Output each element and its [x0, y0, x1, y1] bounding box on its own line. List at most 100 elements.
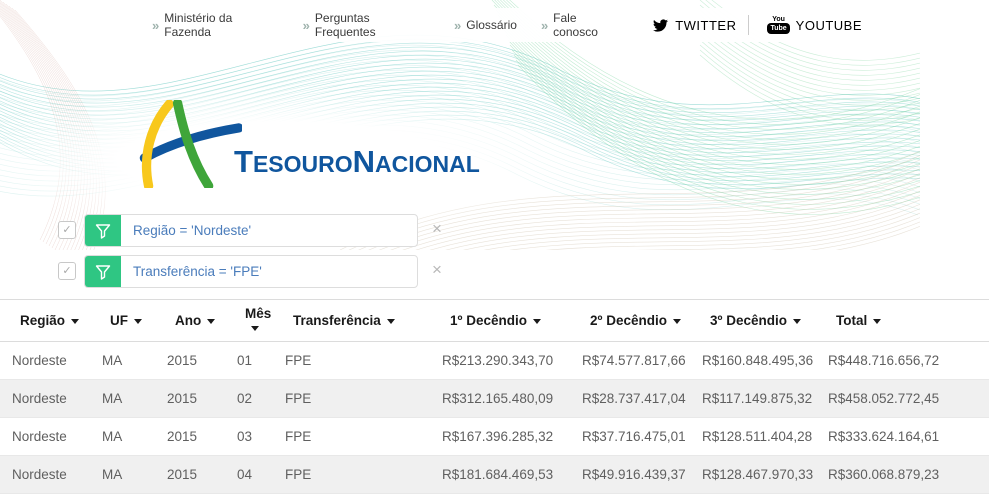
top-navigation-bar: » Ministério da Fazenda » Perguntas Freq…: [140, 8, 862, 42]
table-row: Nordeste MA 2015 02 FPE R$312.165.480,09…: [0, 379, 989, 418]
cell-1-decendio: R$213.290.343,70: [430, 341, 570, 380]
nav-link-ministerio-da-fazenda[interactable]: » Ministério da Fazenda: [152, 11, 279, 39]
cell-3-decendio: R$160.848.495,36: [690, 341, 816, 380]
cell-2-decendio: R$49.916.439,37: [570, 455, 690, 494]
sort-arrow-icon: [134, 318, 142, 324]
tesouro-nacional-logo-mark-icon: [139, 100, 242, 188]
logo-letter: T: [234, 144, 253, 179]
cell-regiao: Nordeste: [0, 417, 90, 456]
table-row: Nordeste MA 2015 04 FPE R$181.684.469,53…: [0, 455, 989, 494]
filter-chip: Região = 'Nordeste': [84, 214, 418, 247]
cell-2-decendio: R$28.737.417,04: [570, 379, 690, 418]
cell-ano: 2015: [155, 455, 225, 494]
nav-link-perguntas-frequentes[interactable]: » Perguntas Frequentes: [303, 11, 430, 39]
chevron-right-icon: »: [152, 17, 160, 33]
cell-regiao: Nordeste: [0, 341, 90, 380]
cell-mes: 03: [225, 417, 273, 456]
twitter-bird-icon: [653, 18, 669, 32]
cell-transferencia: FPE: [273, 455, 430, 494]
column-label: UF: [110, 313, 128, 328]
column-label: Mês: [245, 305, 272, 321]
cell-ano: 2015: [155, 417, 225, 456]
youtube-link[interactable]: You Tube YOUTUBE: [767, 16, 862, 34]
funnel-icon: [95, 223, 111, 239]
column-header-total[interactable]: Total: [816, 299, 989, 342]
twitter-link[interactable]: TWITTER: [652, 18, 736, 33]
filter-remove-icon[interactable]: ×: [432, 219, 442, 238]
sort-arrow-icon: [71, 318, 80, 324]
nav-divider: [748, 15, 750, 35]
youtube-icon-tube: Tube: [767, 23, 790, 34]
column-header-uf[interactable]: UF: [90, 299, 155, 342]
sort-arrow-icon: [792, 318, 801, 324]
column-header-transferencia[interactable]: Transferência: [273, 299, 430, 342]
chevron-right-icon: »: [454, 17, 462, 33]
cell-1-decendio: R$181.684.469,53: [430, 455, 570, 494]
table-row: Nordeste MA 2015 03 FPE R$167.396.285,32…: [0, 417, 989, 456]
filter-expression[interactable]: Transferência = 'FPE': [133, 264, 262, 279]
cell-uf: MA: [90, 455, 155, 494]
logo-letters: ESOURO: [252, 151, 353, 177]
youtube-icon: You Tube: [767, 16, 790, 34]
column-header-mes[interactable]: Mês: [225, 299, 273, 342]
column-label: Ano: [175, 313, 202, 328]
column-label: 3º Decêndio: [710, 313, 787, 328]
column-header-regiao[interactable]: Região: [0, 299, 90, 342]
nav-link-fale-conosco[interactable]: » Fale conosco: [541, 11, 622, 39]
column-header-2-decendio[interactable]: 2º Decêndio: [570, 299, 690, 342]
table-row: Nordeste MA 2015 01 FPE R$213.290.343,70…: [0, 341, 989, 380]
sort-arrow-icon: [251, 326, 259, 332]
cell-mes: 02: [225, 379, 273, 418]
cell-transferencia: FPE: [273, 379, 430, 418]
nav-link-label: Fale conosco: [553, 11, 598, 39]
cell-ano: 2015: [155, 341, 225, 380]
cell-total: R$360.068.879,23: [816, 455, 989, 494]
filter-expression[interactable]: Região = 'Nordeste': [133, 223, 252, 238]
filter-checkbox[interactable]: ✓: [58, 262, 76, 280]
sort-arrow-icon: [386, 318, 395, 324]
column-label: Total: [836, 313, 868, 328]
column-header-3-decendio[interactable]: 3º Decêndio: [690, 299, 816, 342]
cell-2-decendio: R$37.716.475,01: [570, 417, 690, 456]
filter-funnel-button[interactable]: [85, 215, 121, 246]
tesouro-nacional-logo-text: TESOURONACIONAL: [234, 144, 480, 188]
sort-arrow-icon: [672, 318, 681, 324]
column-label: Região: [20, 313, 66, 328]
cell-3-decendio: R$128.511.404,28: [690, 417, 816, 456]
nav-link-glossario[interactable]: » Glossário: [454, 18, 517, 33]
cell-uf: MA: [90, 341, 155, 380]
table-body: Nordeste MA 2015 01 FPE R$213.290.343,70…: [0, 341, 989, 494]
logo-letter: N: [352, 144, 376, 179]
filter-chip: Transferência = 'FPE': [84, 255, 418, 288]
twitter-label: TWITTER: [675, 17, 737, 33]
cell-uf: MA: [90, 379, 155, 418]
sort-arrow-icon: [207, 318, 216, 324]
funnel-icon: [95, 264, 111, 280]
column-label: Transferência: [293, 313, 381, 328]
nav-link-label: Perguntas Frequentes: [314, 11, 376, 39]
cell-total: R$448.716.656,72: [816, 341, 989, 380]
tesouro-nacional-logo[interactable]: TESOURONACIONAL: [138, 100, 480, 188]
table-header-row: Região UF Ano Mês Transferência 1º Decên…: [0, 299, 989, 342]
filter-row-transferencia: ✓ Transferência = 'FPE' ×: [0, 255, 500, 288]
column-header-1-decendio[interactable]: 1º Decêndio: [430, 299, 570, 342]
filter-checkbox[interactable]: ✓: [58, 221, 76, 239]
nav-link-label: Ministério da Fazenda: [164, 11, 233, 39]
logo-letters: ACIONAL: [375, 151, 480, 177]
filter-remove-icon[interactable]: ×: [432, 260, 442, 279]
column-header-ano[interactable]: Ano: [155, 299, 225, 342]
column-label: 2º Decêndio: [590, 313, 667, 328]
cell-transferencia: FPE: [273, 341, 430, 380]
column-label: 1º Decêndio: [450, 313, 527, 328]
chevron-right-icon: »: [540, 17, 549, 33]
cell-transferencia: FPE: [273, 417, 430, 456]
cell-3-decendio: R$117.149.875,32: [690, 379, 816, 418]
cell-3-decendio: R$128.467.970,33: [690, 455, 816, 494]
table-header: Região UF Ano Mês Transferência 1º Decên…: [0, 299, 989, 342]
youtube-label: YOUTUBE: [795, 17, 862, 33]
transfers-table: Região UF Ano Mês Transferência 1º Decên…: [0, 299, 989, 494]
cell-1-decendio: R$312.165.480,09: [430, 379, 570, 418]
filter-funnel-button[interactable]: [85, 256, 121, 287]
cell-total: R$458.052.772,45: [816, 379, 989, 418]
